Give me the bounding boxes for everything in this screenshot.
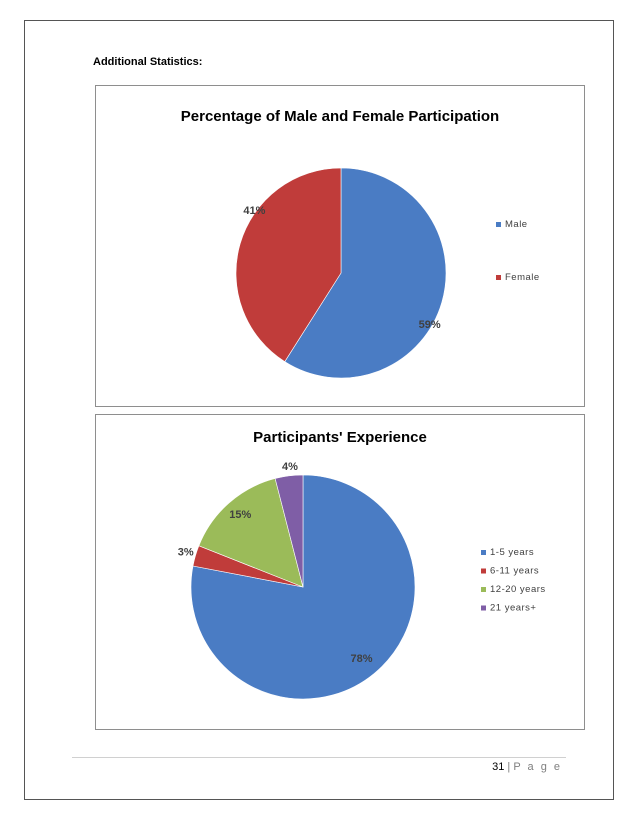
experience-pie-chart: 78% 3% 15% 4% 1-5 years 6-11 years 12-20 years… <box>178 461 546 700</box>
data-label: 41% <box>243 205 265 217</box>
pie-slice-male <box>284 167 447 379</box>
legend-label: Female <box>505 272 540 283</box>
data-label: 3% <box>178 547 194 559</box>
pie-slice-female <box>235 167 342 363</box>
legend-label: 21 years+ <box>490 603 537 614</box>
gender-chart-box: Percentage of Male and Female Participat… <box>95 85 585 407</box>
data-label: 15% <box>229 509 251 521</box>
legend-label: 1-5 years <box>490 547 534 558</box>
chart-legend: Male Female <box>496 219 540 283</box>
gender-chart-title: Percentage of Male and Female Participat… <box>180 108 500 125</box>
pie-slice-12-20-years <box>198 478 304 588</box>
footer-separator: | <box>507 761 511 773</box>
experience-chart-box: Participants' Experience 78% 3% 15% 4% 1-5 y… <box>95 414 585 730</box>
data-label: 59% <box>419 319 441 331</box>
legend-swatch <box>496 275 501 280</box>
legend-swatch <box>481 568 486 574</box>
pie-labels: 59% 41% <box>243 205 441 331</box>
legend-swatch <box>481 550 486 555</box>
page-label: P a g e <box>513 761 562 773</box>
experience-chart-title: Participants' Experience <box>253 429 427 446</box>
legend-label: 6-11 years <box>490 566 539 577</box>
pie-labels: 78% 3% 15% 4% <box>178 461 373 665</box>
page-footer: 31 | P a g e <box>492 761 562 773</box>
gender-pie-chart: 59% 41% Male Female <box>235 167 540 379</box>
legend-swatch <box>481 587 486 592</box>
legend-swatch <box>496 222 501 227</box>
pie-slices <box>235 167 447 379</box>
page-number: 31 <box>492 761 505 773</box>
data-label: 4% <box>282 461 298 473</box>
legend-swatch <box>481 605 486 611</box>
data-label: 78% <box>351 653 373 665</box>
pie-slices <box>190 474 416 700</box>
chart-legend: 1-5 years 6-11 years 12-20 years 21 years+ <box>481 547 546 614</box>
pie-slice-21-years- <box>274 474 304 588</box>
footer-rule <box>72 757 566 758</box>
page-border <box>24 20 614 800</box>
legend-label: 12-20 years <box>490 584 546 595</box>
section-heading: Additional Statistics: <box>93 56 203 68</box>
legend-label: Male <box>505 219 528 230</box>
